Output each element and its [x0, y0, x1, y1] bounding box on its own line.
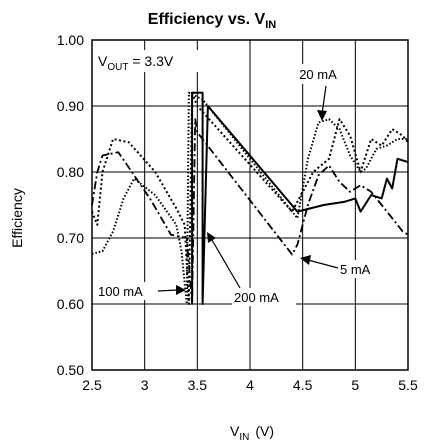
- vout-label-rest: = 3.3V: [128, 53, 173, 69]
- series-line-200ma: [91, 118, 409, 305]
- x-axis-label-main: V: [230, 423, 240, 439]
- chart-title: Efficiency vs. VIN: [148, 11, 276, 31]
- annotation-100ma-text: 100 mA: [98, 284, 143, 299]
- y-tick-label-3: 0.80: [57, 164, 84, 180]
- annotation-5ma: 5 mA: [300, 255, 388, 278]
- y-tick-label-0: 0.50: [57, 362, 84, 378]
- x-tick-label-3: 4: [246, 377, 254, 393]
- annotation-5ma-text: 5 mA: [340, 262, 371, 277]
- arrow-head-100ma: [176, 285, 186, 295]
- y-tick-label-2: 0.70: [57, 230, 84, 246]
- annotation-200ma-text: 200 mA: [234, 290, 279, 305]
- arrow-head-5ma: [300, 255, 311, 265]
- series-line-5ma: [191, 91, 409, 305]
- y-axis-label: Efficiency: [9, 188, 25, 248]
- x-axis-label-sub: IN: [239, 432, 249, 443]
- y-tick-labels: 0.50 0.60 0.70 0.80 0.90 1.00: [57, 32, 84, 378]
- x-tick-label-4: 4.5: [293, 377, 313, 393]
- chart-title-main: Efficiency vs. V: [148, 11, 266, 28]
- annotation-20ma: 20 mA: [290, 64, 348, 121]
- vout-label-bg: [94, 50, 212, 72]
- plot-frame: [91, 39, 409, 371]
- arrow-head-200ma: [207, 232, 216, 243]
- chart-title-sub: IN: [265, 19, 276, 31]
- x-tick-label-6: 5.5: [398, 377, 418, 393]
- vout-label-sub: OUT: [107, 62, 128, 73]
- x-tick-labels: 2.5 3 3.5 4 4.5 5 5.5: [82, 377, 418, 393]
- x-axis-label-unit: (V): [255, 423, 274, 439]
- arrow-head-20ma: [317, 110, 327, 121]
- vout-label-main: V: [98, 53, 108, 69]
- y-tick-label-1: 0.60: [57, 296, 84, 312]
- x-tick-label-5: 5: [351, 377, 359, 393]
- vout-label: VOUT = 3.3V: [98, 53, 174, 73]
- annotation-200ma: 200 mA: [207, 232, 296, 306]
- plot-border: [91, 39, 409, 371]
- x-tick-label-2: 3.5: [188, 377, 208, 393]
- series-line-100ma: [91, 91, 409, 305]
- annotation-20ma-text: 20 mA: [299, 67, 337, 82]
- annotation-100ma: 100 mA: [96, 282, 186, 300]
- grid: [91, 39, 409, 371]
- x-axis-label: VIN (V): [230, 423, 274, 443]
- y-tick-label-5: 1.00: [57, 32, 84, 48]
- x-tick-label-0: 2.5: [82, 377, 102, 393]
- series-lines: [91, 91, 409, 305]
- x-tick-label-1: 3: [141, 377, 149, 393]
- y-tick-label-4: 0.90: [57, 98, 84, 114]
